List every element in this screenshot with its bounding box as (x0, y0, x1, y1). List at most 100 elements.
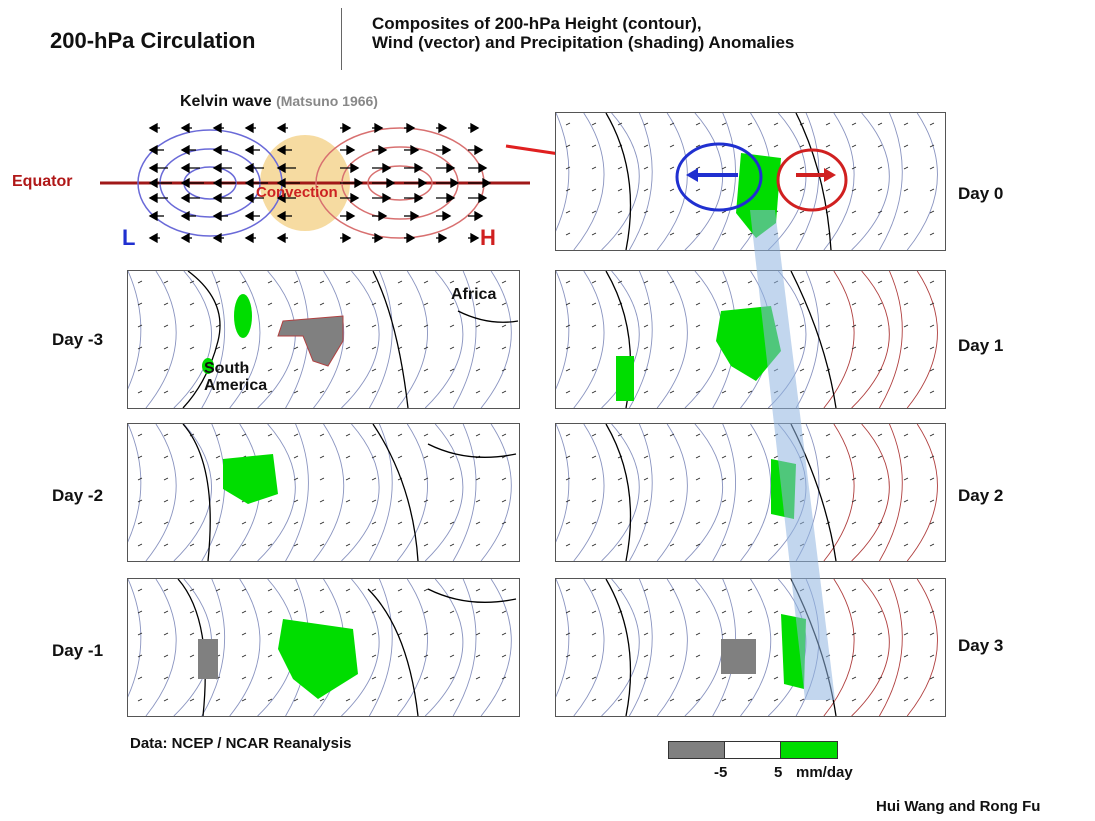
wind-arrowhead (374, 232, 384, 244)
contour-map-icon (556, 579, 938, 716)
wind-arrowhead (382, 162, 392, 174)
contour-map-icon (556, 113, 938, 250)
wind-arrowhead (410, 144, 420, 156)
header-divider (341, 8, 342, 70)
legend-unit: mm/day (796, 764, 853, 781)
wind-arrowhead (148, 192, 158, 204)
wind-arrowhead (212, 144, 222, 156)
legend-positive-swatch (780, 741, 838, 759)
credit: Hui Wang and Rong Fu (876, 798, 1041, 815)
kelvin-title: Kelvin wave (Matsuno 1966) (180, 93, 378, 111)
wind-arrowhead (148, 122, 158, 134)
equator-label: Equator (12, 173, 73, 190)
wind-arrowhead (406, 232, 416, 244)
wind-arrowhead (446, 162, 456, 174)
south-label: South (204, 360, 250, 377)
wind-arrowhead (180, 232, 190, 244)
wind-arrowhead (386, 177, 396, 189)
wind-arrowhead (438, 232, 448, 244)
wind-arrowhead (212, 232, 222, 244)
contour-map-icon (556, 271, 938, 408)
wind-arrowhead (244, 177, 254, 189)
wind-arrowhead (212, 210, 222, 222)
wind-arrows (148, 122, 492, 244)
wind-arrowhead (470, 122, 480, 134)
wind-arrowhead (276, 177, 286, 189)
africa-label: Africa (451, 286, 497, 303)
wind-arrowhead (374, 122, 384, 134)
wind-arrowhead (342, 122, 352, 134)
legend-min-label: -5 (714, 764, 728, 781)
wind-arrowhead (418, 177, 428, 189)
wind-arrowhead (350, 162, 360, 174)
wind-arrowhead (346, 144, 356, 156)
wind-arrowhead (350, 192, 360, 204)
wind-arrowhead (148, 177, 158, 189)
wind-arrowhead (244, 162, 254, 174)
subtitle-line-2: Wind (vector) and Precipitation (shading… (372, 33, 795, 52)
legend-neutral-swatch (724, 741, 782, 759)
data-source: Data: NCEP / NCAR Reanalysis (130, 735, 352, 752)
contour-map-icon (128, 424, 517, 561)
day-label-0: Day 0 (958, 184, 1004, 203)
day-label-minus-2: Day -2 (52, 486, 104, 505)
map-panel-day-minus-1 (127, 578, 520, 717)
day-label-3: Day 3 (958, 636, 1004, 655)
wind-arrowhead (442, 210, 452, 222)
wind-arrowhead (244, 122, 254, 134)
wind-arrowhead (406, 122, 416, 134)
kelvin-citation: (Matsuno 1966) (276, 93, 378, 109)
wind-arrowhead (212, 177, 222, 189)
wind-arrowhead (442, 144, 452, 156)
map-panel-day-3 (555, 578, 946, 717)
wind-arrowhead (180, 210, 190, 222)
day-label-2: Day 2 (958, 486, 1004, 505)
wind-arrowhead (474, 144, 484, 156)
high-label: H (480, 225, 496, 250)
wind-arrowhead (276, 162, 286, 174)
map-panel-day-2 (555, 423, 946, 562)
wind-arrowhead (148, 144, 158, 156)
wind-arrowhead (148, 210, 158, 222)
wind-arrowhead (276, 192, 286, 204)
wind-arrowhead (148, 162, 158, 174)
wind-arrowhead (212, 192, 222, 204)
wind-arrowhead (276, 144, 286, 156)
wind-arrowhead (244, 210, 254, 222)
page-subtitle: Composites of 200-hPa Height (contour), … (372, 14, 794, 52)
map-panel-day-minus-3 (127, 270, 520, 409)
wind-arrowhead (414, 162, 424, 174)
convection-label: Convection (256, 184, 338, 201)
day-label-1: Day 1 (958, 336, 1004, 355)
wind-arrowhead (244, 192, 254, 204)
legend-max-label: 5 (774, 764, 783, 781)
wind-arrowhead (180, 192, 190, 204)
legend-negative-swatch (668, 741, 726, 759)
kelvin-wave-diagram (100, 122, 530, 244)
wind-arrowhead (244, 144, 254, 156)
wind-arrowhead (346, 210, 356, 222)
page-title: 200-hPa Circulation (50, 28, 256, 53)
wind-arrowhead (446, 192, 456, 204)
kelvin-title-text: Kelvin wave (180, 93, 272, 110)
day-label-minus-3: Day -3 (52, 330, 104, 349)
map-panel-day-minus-2 (127, 423, 520, 562)
wind-arrowhead (482, 177, 492, 189)
wind-arrowhead (438, 122, 448, 134)
wind-arrowhead (148, 232, 158, 244)
wind-arrowhead (378, 144, 388, 156)
wind-arrowhead (478, 192, 488, 204)
low-label: L (122, 225, 136, 250)
wind-arrowhead (470, 232, 480, 244)
map-panel-day-0 (555, 112, 946, 251)
day-label-minus-1: Day -1 (52, 641, 104, 660)
high-contour-inner (367, 165, 433, 201)
wind-arrowhead (180, 122, 190, 134)
wind-arrowhead (354, 177, 364, 189)
wind-arrowhead (378, 210, 388, 222)
subtitle-line-1: Composites of 200-hPa Height (contour), (372, 14, 702, 33)
america-label: America (204, 377, 268, 394)
wind-arrowhead (180, 162, 190, 174)
contour-map-icon (556, 424, 938, 561)
contour-map-icon (128, 579, 517, 716)
